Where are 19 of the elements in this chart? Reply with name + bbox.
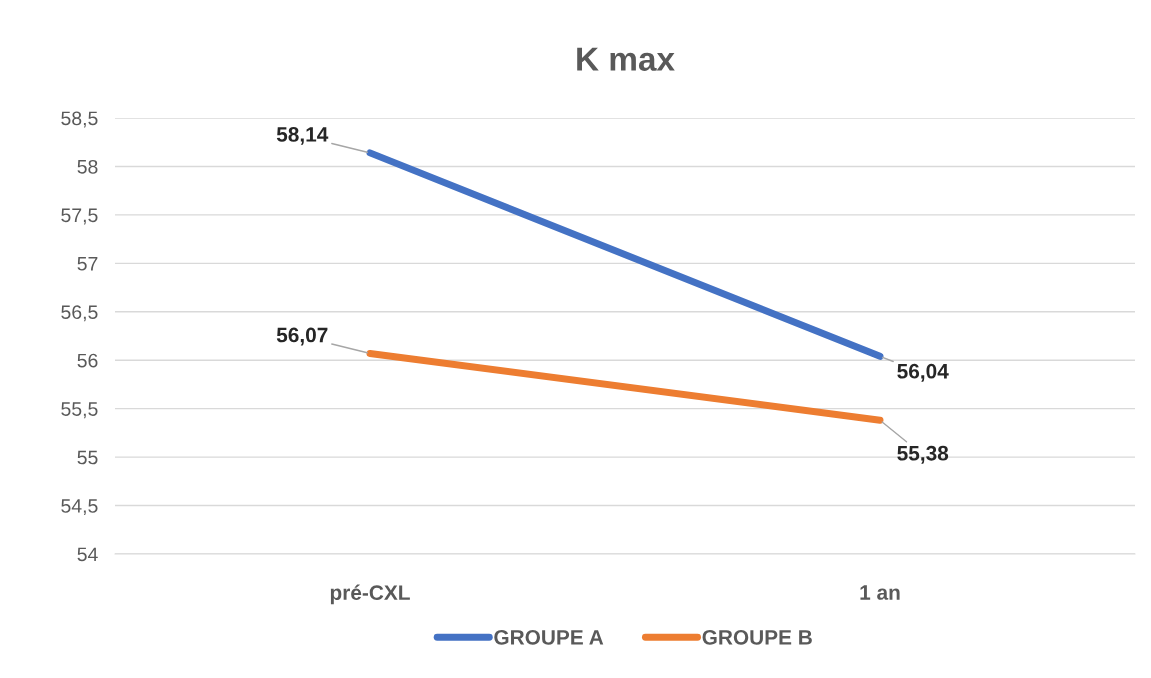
legend-label: GROUPE A — [494, 629, 604, 645]
y-tick-label: 56,5 — [61, 305, 98, 322]
y-tick-label: 55,5 — [61, 402, 98, 419]
data-label: 56,07 — [276, 327, 328, 346]
x-tick-label: 1 an — [860, 585, 900, 600]
y-tick-label: 58 — [77, 159, 98, 174]
legend-label: GROUPE B — [702, 629, 812, 645]
y-tick-label: 57,5 — [61, 208, 98, 225]
y-tick-label: 54 — [77, 547, 98, 562]
x-tick-label: pré-CXL — [330, 584, 410, 605]
data-label: 55,38 — [897, 445, 949, 464]
y-tick-label: 58,5 — [61, 111, 98, 128]
data-label: 56,04 — [897, 363, 949, 382]
data-label: 58,14 — [276, 127, 329, 145]
y-tick-label: 56 — [77, 353, 98, 368]
y-tick-label: 55 — [77, 450, 98, 465]
y-tick-label: 54,5 — [61, 499, 98, 516]
y-tick-label: 57 — [77, 257, 98, 271]
chart-title: K max — [577, 47, 675, 71]
